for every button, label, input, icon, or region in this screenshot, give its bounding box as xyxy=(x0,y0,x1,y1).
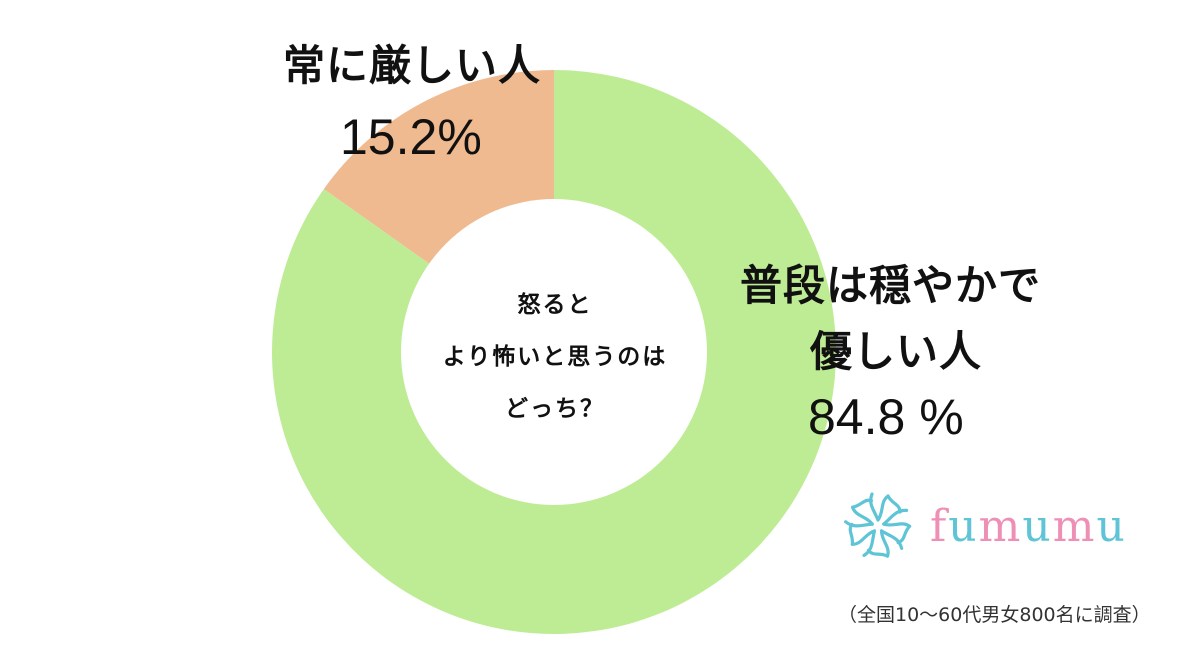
label-gentle-percent: 84.8 % xyxy=(808,389,964,445)
logo-letter: u xyxy=(1096,500,1127,552)
donut-hole xyxy=(401,199,707,505)
logo-text: fumumu xyxy=(930,501,1127,552)
center-question-line3: どっち？ xyxy=(505,396,605,422)
flower-icon xyxy=(844,492,912,558)
logo-letter: m xyxy=(978,500,1023,552)
logo-letter: f xyxy=(930,500,949,552)
label-gentle-name-line2: 優しい人 xyxy=(810,327,983,376)
label-strict-name: 常に厳しい人 xyxy=(283,41,542,90)
logo-letter: m xyxy=(1052,500,1097,552)
label-gentle-name-line1: 普段は穏やかで xyxy=(740,261,1042,310)
survey-footnote: （全国10〜60代男女800名に調査） xyxy=(838,604,1151,626)
logo-letter: u xyxy=(948,500,979,552)
fumumu-logo: fumumu xyxy=(842,490,1127,562)
center-question-line2: より怖いと思うのは xyxy=(442,344,668,370)
logo-letter: u xyxy=(1022,500,1053,552)
center-question-line1: 怒ると xyxy=(517,292,593,318)
label-strict-percent: 15.2% xyxy=(340,109,482,165)
